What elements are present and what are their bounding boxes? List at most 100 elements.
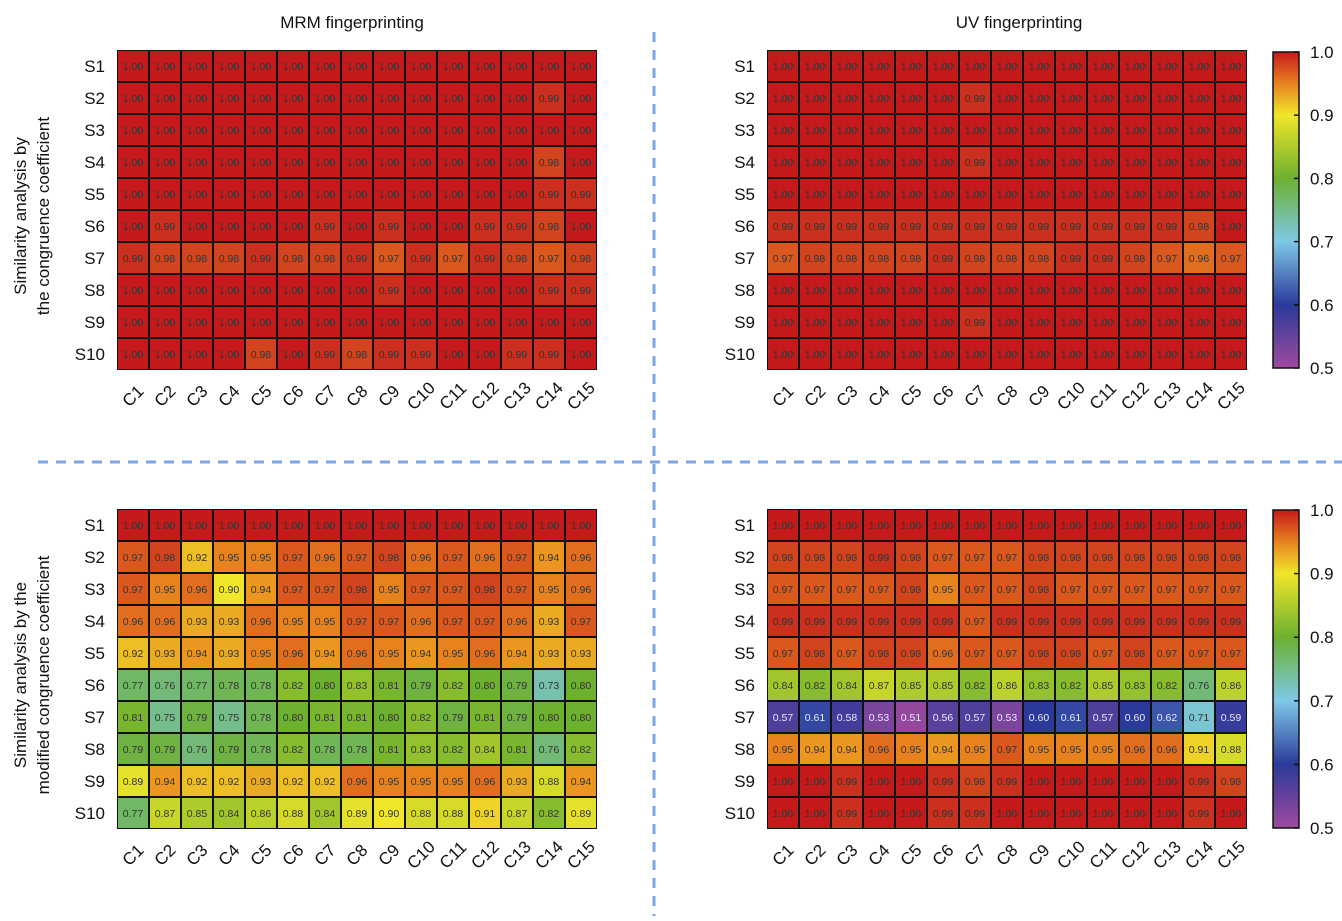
cell-value-label: 0.79 xyxy=(507,712,528,724)
cell-value-label: 1.00 xyxy=(475,125,496,137)
cell-value-label: 0.60 xyxy=(1125,712,1146,724)
heatmap-cell xyxy=(1056,275,1086,305)
heatmap-cell xyxy=(566,574,596,604)
heatmap-cell xyxy=(342,510,372,540)
heatmap-cell xyxy=(1152,179,1182,209)
heatmap-cell xyxy=(832,83,862,113)
x-tick-label: C14 xyxy=(531,837,566,872)
heatmap-cell xyxy=(278,243,308,273)
heatmap-cell xyxy=(566,339,596,369)
cell-value-label: 1.00 xyxy=(123,317,144,329)
cell-value-label: 0.99 xyxy=(379,349,400,361)
cell-value-label: 1.00 xyxy=(443,61,464,73)
heatmap-cell xyxy=(1216,734,1246,764)
heatmap-cell xyxy=(406,798,436,828)
cell-value-label: 1.00 xyxy=(1221,61,1242,73)
cell-value-label: 0.82 xyxy=(283,744,304,756)
y-tick-label: S2 xyxy=(84,548,105,567)
cell-value-label: 0.97 xyxy=(123,552,144,564)
cell-value-label: 0.98 xyxy=(965,253,986,265)
cell-value-label: 1.00 xyxy=(1093,157,1114,169)
heatmap-cell xyxy=(150,670,180,700)
cell-value-label: 0.61 xyxy=(805,712,826,724)
heatmap-cell xyxy=(214,638,244,668)
cell-value-label: 0.93 xyxy=(539,648,560,660)
heatmap-cell xyxy=(150,83,180,113)
cell-value-label: 0.99 xyxy=(837,616,858,628)
x-tick-label: C9 xyxy=(1025,841,1054,870)
heatmap-cell xyxy=(534,606,564,636)
x-tick-label: C8 xyxy=(993,382,1022,411)
cell-value-label: 1.00 xyxy=(869,349,890,361)
cell-value-label: 1.00 xyxy=(123,61,144,73)
cell-value-label: 0.85 xyxy=(933,680,954,692)
x-tick-label: C4 xyxy=(865,841,894,870)
y-tick-label: S10 xyxy=(725,804,755,823)
cell-value-label: 0.78 xyxy=(251,680,272,692)
heatmap-cell xyxy=(246,574,276,604)
heatmap-cell xyxy=(118,606,148,636)
cell-value-label: 1.00 xyxy=(901,189,922,201)
heatmap-cell xyxy=(864,115,894,145)
colorbars: 1.0 0.9 0.8 0.7 0.6 0.5 1.0 0.9 0.8 0.7 0.6 0.5 xyxy=(1272,43,1334,838)
heatmap-cell xyxy=(864,574,894,604)
cell-value-label: 1.00 xyxy=(1029,157,1050,169)
heatmap-cell xyxy=(182,766,212,796)
heatmap-cell xyxy=(1216,574,1246,604)
heatmap-cell xyxy=(438,542,468,572)
cell-value-label: 0.95 xyxy=(251,552,272,564)
cell-value-label: 1.00 xyxy=(1221,157,1242,169)
heatmap-cell xyxy=(896,670,926,700)
heatmap-cell xyxy=(960,702,990,732)
cell-value-label: 1.00 xyxy=(219,93,240,105)
cell-value-label: 1.00 xyxy=(187,520,208,532)
x-tick-label: C6 xyxy=(279,841,308,870)
x-tick-label: C1 xyxy=(119,841,148,870)
heatmap-cell xyxy=(534,147,564,177)
cell-value-label: 0.98 xyxy=(1061,552,1082,564)
heatmap-cell xyxy=(566,51,596,81)
cell-value-label: 0.97 xyxy=(965,616,986,628)
cell-value-label: 0.80 xyxy=(315,680,336,692)
cell-value-label: 1.00 xyxy=(123,93,144,105)
cell-value-label: 0.95 xyxy=(379,648,400,660)
heatmap-cell xyxy=(832,702,862,732)
heatmap-cell xyxy=(342,275,372,305)
cell-value-label: 1.00 xyxy=(411,221,432,233)
heatmap-cell xyxy=(1152,702,1182,732)
heatmap-cell xyxy=(342,702,372,732)
cell-value-label: 1.00 xyxy=(443,221,464,233)
heatmap-cell xyxy=(1088,510,1118,540)
heatmap-cell xyxy=(1024,339,1054,369)
heatmap-cell xyxy=(864,510,894,540)
heatmap-cell xyxy=(214,339,244,369)
heatmap-cell xyxy=(470,510,500,540)
cell-value-label: 1.00 xyxy=(965,349,986,361)
cell-value-label: 0.99 xyxy=(837,776,858,788)
heatmap-cell xyxy=(768,115,798,145)
cell-value-label: 1.00 xyxy=(1061,808,1082,820)
cell-value-label: 0.98 xyxy=(837,552,858,564)
heatmap-cell xyxy=(310,798,340,828)
heatmap-cell xyxy=(502,307,532,337)
heatmap-cell xyxy=(470,702,500,732)
cell-value-label: 1.00 xyxy=(1157,776,1178,788)
cell-value-label: 1.00 xyxy=(1029,520,1050,532)
heatmap-cell xyxy=(1120,606,1150,636)
cell-value-label: 0.98 xyxy=(805,253,826,265)
heatmap-cell xyxy=(470,606,500,636)
cell-value-label: 0.95 xyxy=(539,584,560,596)
heatmap-panel-3: 1.00 1.00 1.00 1.00 1.00 1.00 1.00 1.00 1.00 1.00… xyxy=(75,509,599,873)
cell-value-label: 0.97 xyxy=(123,584,144,596)
heatmap-cell xyxy=(896,243,926,273)
cell-value-label: 0.94 xyxy=(251,584,272,596)
cell-value-label: 0.99 xyxy=(251,253,272,265)
heatmap-cell xyxy=(502,211,532,241)
heatmap-cell xyxy=(566,638,596,668)
heatmap-cell xyxy=(1056,510,1086,540)
cell-value-label: 1.00 xyxy=(1061,317,1082,329)
cell-value-label: 0.95 xyxy=(411,776,432,788)
heatmap-cell xyxy=(1024,510,1054,540)
heatmap-cell xyxy=(864,606,894,636)
cell-value-label: 0.94 xyxy=(805,744,826,756)
